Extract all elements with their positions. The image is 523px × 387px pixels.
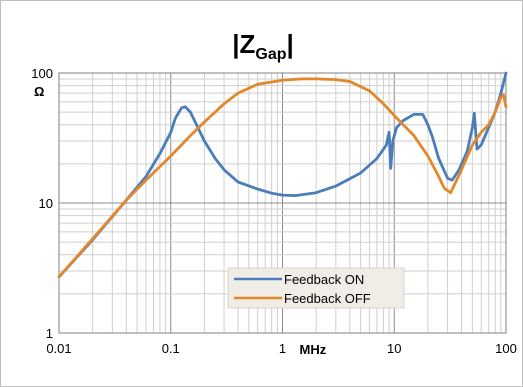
series-line-feedback-off	[57, 77, 508, 279]
x-tick-label: 10	[387, 341, 401, 356]
x-tick-label: 0.1	[162, 341, 180, 356]
legend-label-feedback-on: Feedback ON	[284, 272, 364, 287]
chart-title-suffix: |	[287, 29, 294, 59]
y-axis-label: Ω	[34, 84, 44, 99]
y-tick-label: 10	[39, 196, 53, 211]
legend-label-feedback-off: Feedback OFF	[284, 291, 371, 306]
y-tick-label: 100	[31, 66, 53, 81]
x-tick-label: 100	[495, 341, 517, 356]
x-tick-labels: 0.01 0.1 1 10 100	[46, 341, 517, 356]
legend-box	[227, 267, 405, 309]
x-tick-label: 1	[279, 341, 286, 356]
legend: Feedback ON Feedback OFF	[227, 267, 405, 309]
chart-title: |ZGap|	[232, 29, 294, 63]
y-tick-label: 1	[46, 326, 53, 341]
x-tick-label: 0.01	[46, 341, 71, 356]
plot-border	[58, 72, 507, 334]
x-axis-label: MHz	[300, 342, 327, 357]
chart-title-subscript: Gap	[255, 46, 286, 63]
chart-title-main: |Z	[232, 29, 255, 59]
y-tick-labels: 1 10 100	[31, 66, 53, 341]
series-line-feedback-on	[57, 71, 508, 279]
series-lines	[57, 71, 508, 279]
